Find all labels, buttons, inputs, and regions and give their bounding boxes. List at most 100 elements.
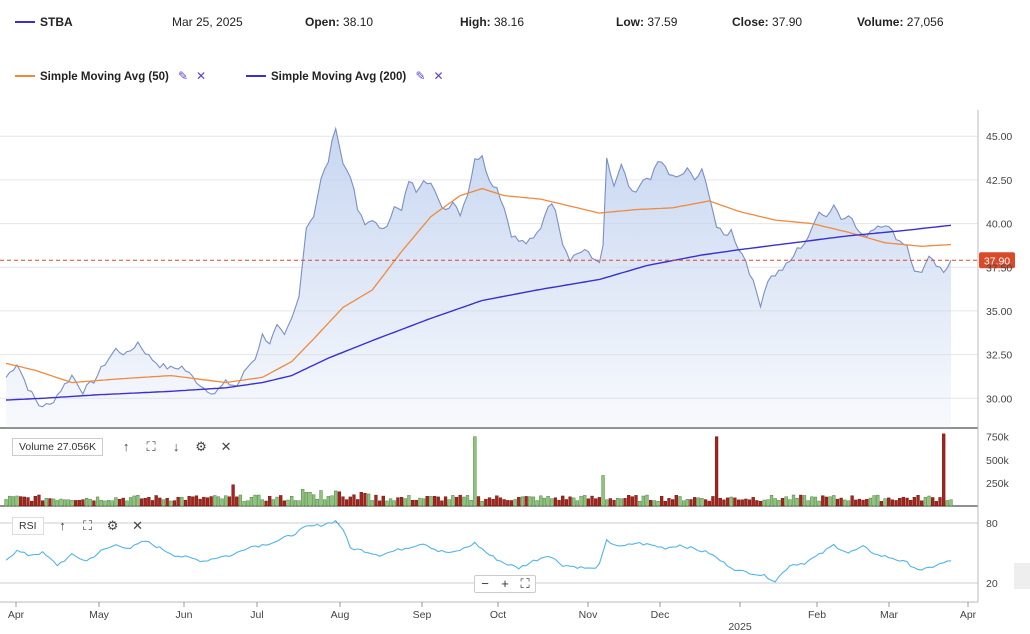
gear-icon[interactable]: ⚙: [106, 518, 119, 533]
volume-bar: [205, 497, 210, 507]
volume-bar: [707, 500, 711, 507]
scroll-strip: [1014, 563, 1030, 589]
stock-chart[interactable]: 37.90 45.00 42.50 40.00 37.50 35.00 32.50 30.0…: [0, 110, 1030, 634]
volume-bar: [681, 500, 686, 507]
last-price-badge: [979, 252, 1015, 269]
volume-bar: [33, 496, 37, 507]
volume-bar: [795, 498, 799, 507]
volume-bar: [879, 501, 884, 507]
expand-icon[interactable]: ⛶: [146, 439, 156, 454]
volume-bar: [326, 496, 330, 507]
expand-icon[interactable]: ⛶: [82, 518, 93, 533]
volume-bar: [689, 499, 693, 507]
open-readout: Open: 38.10: [305, 10, 373, 34]
gear-icon[interactable]: ⚙: [195, 439, 207, 454]
close-icon[interactable]: ✕: [132, 518, 143, 533]
volume-bar: [66, 499, 70, 507]
volume-bar: [487, 497, 492, 507]
volume-bar: [762, 499, 766, 507]
volume-bar: [213, 495, 217, 507]
volume-bar: [736, 499, 741, 507]
volume-bar: [520, 496, 525, 507]
volume-tick-label: 750k: [986, 432, 1010, 444]
year-label: 2025: [728, 621, 752, 633]
volume-bar: [634, 495, 638, 507]
volume-bar: [425, 495, 429, 507]
volume-bar: [784, 496, 788, 507]
volume-bar: [572, 497, 576, 507]
volume-bar: [912, 497, 916, 507]
month-label: Jun: [176, 609, 193, 621]
volume-bar: [473, 436, 477, 507]
volume-bar: [301, 488, 305, 507]
sma200-label: Simple Moving Avg (200): [271, 71, 407, 83]
volume-bar: [99, 500, 103, 507]
zoom-controls: − + ⛶: [474, 575, 536, 593]
volume-bar: [839, 497, 843, 507]
arrow-up-icon[interactable]: ↑: [122, 439, 130, 454]
volume-bar: [253, 494, 257, 507]
volume-bar: [846, 500, 851, 507]
volume-bar: [51, 498, 56, 507]
volume-bar: [176, 497, 180, 507]
volume-bar: [271, 499, 276, 507]
close-icon[interactable]: ✕: [196, 69, 207, 83]
low-label: Low:: [616, 15, 644, 29]
volume-bar: [920, 500, 924, 507]
volume-bar: [11, 496, 15, 507]
volume-bar: [187, 496, 191, 507]
close-icon[interactable]: ✕: [220, 439, 232, 454]
volume-bar: [652, 500, 656, 507]
arrow-up-icon[interactable]: ↑: [59, 518, 66, 533]
volume-bar: [77, 500, 81, 507]
volume-bar: [645, 494, 649, 507]
volume-bar: [528, 496, 532, 507]
volume-bar: [403, 498, 407, 507]
volume-bar: [550, 498, 554, 507]
volume-bar: [601, 475, 605, 507]
volume-bar: [136, 494, 140, 507]
volume-bar: [315, 499, 319, 507]
arrow-down-icon[interactable]: ↓: [172, 439, 180, 454]
volume-bar: [165, 498, 169, 507]
volume-bar: [238, 494, 243, 507]
volume-bar: [575, 500, 580, 507]
close-icon[interactable]: ✕: [433, 69, 444, 83]
volume-bar: [586, 498, 591, 507]
pencil-icon[interactable]: ✎: [178, 69, 189, 83]
volume-bar: [359, 492, 363, 507]
volume-bar: [674, 495, 678, 507]
volume-bar: [194, 495, 199, 507]
zoom-out-button[interactable]: −: [481, 576, 489, 591]
volume-bar: [44, 498, 48, 507]
volume-bar: [649, 500, 653, 507]
volume-bar: [385, 500, 389, 507]
volume-bar: [297, 500, 301, 507]
volume-bar: [810, 496, 814, 507]
zoom-in-button[interactable]: +: [501, 576, 509, 591]
month-label: Aug: [331, 609, 350, 621]
volume-bar: [41, 500, 45, 507]
volume-bar: [114, 497, 118, 507]
volume-bar: [436, 496, 440, 507]
volume-bar: [161, 499, 166, 507]
fit-icon[interactable]: ⛶: [520, 576, 530, 591]
volume-bar: [890, 499, 895, 507]
volume-bar: [22, 496, 26, 507]
volume-bar: [447, 499, 451, 507]
pencil-icon[interactable]: ✎: [415, 69, 426, 83]
volume-bar: [722, 499, 726, 507]
volume-bar: [678, 496, 682, 507]
ohlc-row: STBA Mar 25, 2025 Open: 38.10 High: 38.1…: [0, 10, 1030, 34]
volume-bar: [312, 494, 316, 507]
volume-bar: [931, 497, 935, 507]
volume-bar: [872, 495, 876, 507]
volume-bar: [128, 497, 133, 507]
volume-bar: [352, 494, 356, 507]
volume-bar: [806, 500, 810, 507]
volume-bar: [623, 498, 627, 507]
volume-bar: [323, 499, 327, 507]
volume-bar: [440, 500, 444, 507]
volume-bar: [703, 499, 708, 507]
volume-bar: [638, 500, 642, 507]
